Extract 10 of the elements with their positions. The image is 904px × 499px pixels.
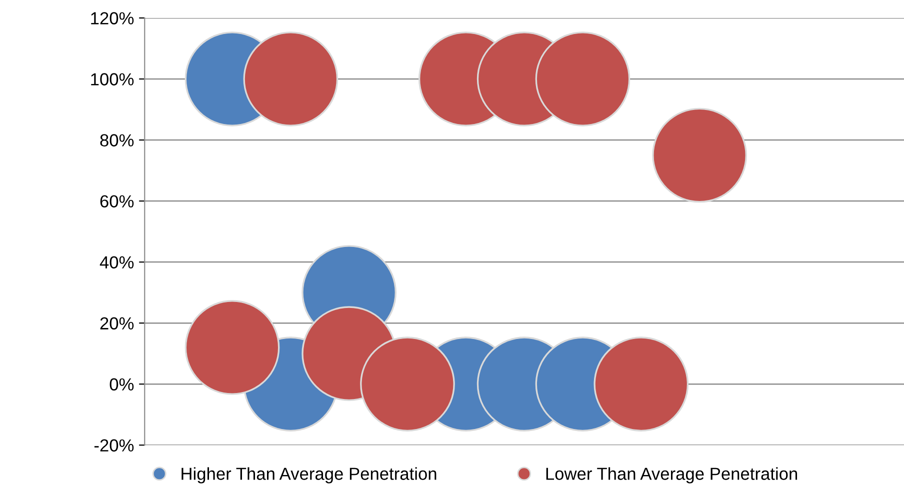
y-tick-label: 100%	[91, 73, 134, 86]
legend-label: Higher Than Average Penetration	[182, 467, 436, 484]
y-tick-label: 0%	[110, 378, 134, 391]
y-tick-label: 120%	[91, 12, 134, 24]
legend-label: Lower Than Average Penetration	[546, 467, 798, 484]
y-tick-label: 20%	[100, 317, 134, 330]
y-tick-label: 80%	[100, 134, 134, 146]
y-tick-label: 60%	[100, 195, 134, 208]
y-tick-label: -20%	[94, 439, 134, 452]
y-tick-label: 40%	[100, 256, 134, 269]
